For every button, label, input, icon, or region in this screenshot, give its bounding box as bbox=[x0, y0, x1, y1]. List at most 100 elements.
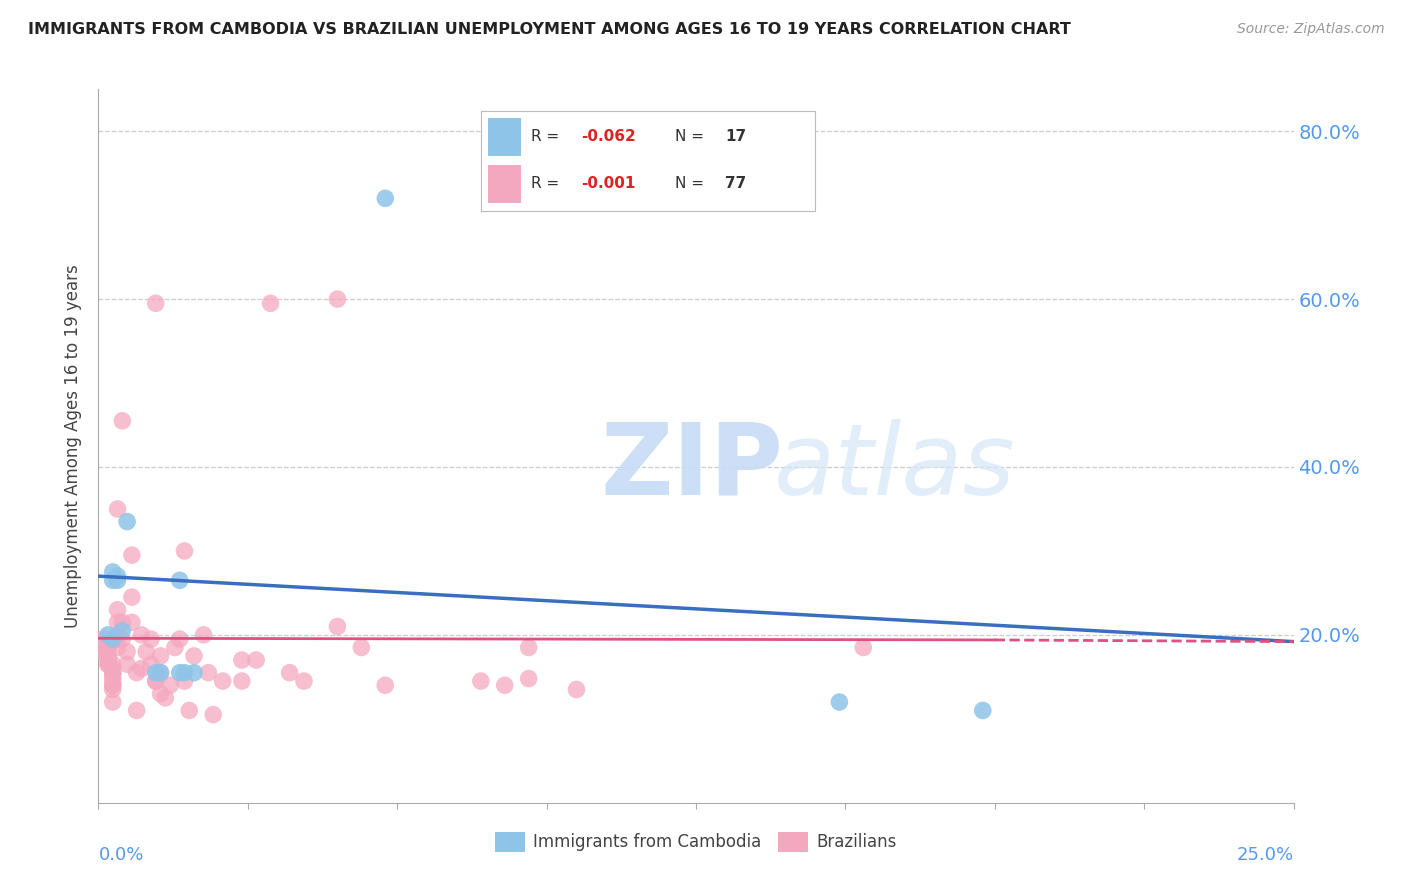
Point bbox=[145, 674, 167, 689]
Point bbox=[97, 648, 120, 663]
Point bbox=[131, 661, 153, 675]
Point bbox=[115, 645, 138, 659]
Point bbox=[101, 661, 124, 675]
Point bbox=[350, 640, 373, 655]
Point bbox=[231, 653, 253, 667]
Point bbox=[139, 657, 162, 672]
Point bbox=[125, 665, 148, 680]
Point bbox=[101, 678, 124, 692]
Point bbox=[193, 628, 215, 642]
Text: ZIP: ZIP bbox=[600, 419, 783, 516]
Point bbox=[169, 574, 191, 588]
Point bbox=[107, 569, 129, 583]
Point bbox=[101, 682, 124, 697]
Y-axis label: Unemployment Among Ages 16 to 19 years: Unemployment Among Ages 16 to 19 years bbox=[65, 264, 83, 628]
Point bbox=[145, 665, 167, 680]
Point bbox=[91, 645, 114, 659]
Point bbox=[183, 648, 205, 663]
Point bbox=[139, 632, 162, 646]
Point bbox=[111, 624, 134, 638]
Point bbox=[374, 678, 396, 692]
Point bbox=[97, 657, 120, 672]
Point bbox=[278, 665, 301, 680]
Point bbox=[107, 574, 129, 588]
Text: 25.0%: 25.0% bbox=[1236, 846, 1294, 863]
Point bbox=[121, 590, 143, 604]
Point bbox=[101, 670, 124, 684]
Point bbox=[202, 707, 225, 722]
Point bbox=[97, 648, 120, 663]
Point bbox=[326, 292, 349, 306]
Point bbox=[245, 653, 267, 667]
Point bbox=[101, 674, 124, 689]
Point bbox=[115, 657, 138, 672]
Point bbox=[149, 665, 172, 680]
Point bbox=[121, 615, 143, 630]
Point bbox=[97, 636, 120, 650]
Point bbox=[101, 665, 124, 680]
Point bbox=[173, 674, 195, 689]
Point bbox=[101, 678, 124, 692]
Point bbox=[163, 640, 186, 655]
Point bbox=[107, 603, 129, 617]
Point bbox=[97, 657, 120, 672]
Text: atlas: atlas bbox=[773, 419, 1015, 516]
Point bbox=[91, 632, 114, 646]
Point bbox=[97, 640, 120, 655]
Point bbox=[374, 191, 396, 205]
Point bbox=[173, 544, 195, 558]
Point bbox=[494, 678, 516, 692]
Point bbox=[97, 653, 120, 667]
Point bbox=[91, 640, 114, 655]
Point bbox=[101, 657, 124, 672]
Point bbox=[149, 687, 172, 701]
Point bbox=[155, 690, 177, 705]
Text: 0.0%: 0.0% bbox=[98, 846, 143, 863]
Point bbox=[211, 674, 233, 689]
Point bbox=[107, 502, 129, 516]
Point bbox=[517, 672, 540, 686]
Point bbox=[149, 648, 172, 663]
Point bbox=[517, 640, 540, 655]
Point bbox=[183, 665, 205, 680]
Point bbox=[107, 640, 129, 655]
Point bbox=[101, 565, 124, 579]
Point bbox=[107, 628, 129, 642]
Point bbox=[107, 615, 129, 630]
Point bbox=[131, 628, 153, 642]
Point bbox=[101, 695, 124, 709]
Point bbox=[101, 574, 124, 588]
Point bbox=[179, 703, 201, 717]
Point bbox=[145, 296, 167, 310]
Point bbox=[97, 640, 120, 655]
Point bbox=[259, 296, 281, 310]
Point bbox=[326, 619, 349, 633]
Point bbox=[145, 674, 167, 689]
Point bbox=[111, 615, 134, 630]
Point bbox=[107, 632, 129, 646]
Text: Source: ZipAtlas.com: Source: ZipAtlas.com bbox=[1237, 22, 1385, 37]
Point bbox=[121, 548, 143, 562]
Point bbox=[231, 674, 253, 689]
Point bbox=[101, 665, 124, 680]
Point bbox=[149, 665, 172, 680]
Text: IMMIGRANTS FROM CAMBODIA VS BRAZILIAN UNEMPLOYMENT AMONG AGES 16 TO 19 YEARS COR: IMMIGRANTS FROM CAMBODIA VS BRAZILIAN UN… bbox=[28, 22, 1071, 37]
Point bbox=[111, 414, 134, 428]
Point bbox=[125, 703, 148, 717]
Legend: Immigrants from Cambodia, Brazilians: Immigrants from Cambodia, Brazilians bbox=[488, 825, 904, 859]
Point bbox=[111, 632, 134, 646]
Point bbox=[292, 674, 315, 689]
Point bbox=[169, 665, 191, 680]
Point bbox=[470, 674, 492, 689]
Point bbox=[197, 665, 219, 680]
Point bbox=[565, 682, 588, 697]
Point bbox=[828, 695, 851, 709]
Point bbox=[852, 640, 875, 655]
Point bbox=[135, 645, 157, 659]
Point bbox=[173, 665, 195, 680]
Point bbox=[115, 515, 138, 529]
Point bbox=[97, 628, 120, 642]
Point bbox=[101, 632, 124, 646]
Point bbox=[972, 703, 994, 717]
Point bbox=[169, 632, 191, 646]
